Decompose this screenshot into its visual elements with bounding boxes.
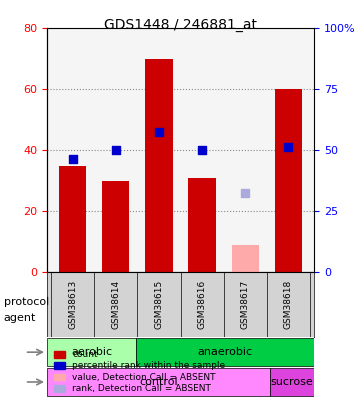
FancyBboxPatch shape bbox=[270, 368, 314, 396]
Text: count: count bbox=[72, 350, 98, 359]
FancyBboxPatch shape bbox=[136, 338, 314, 367]
Text: GSM38615: GSM38615 bbox=[155, 280, 164, 329]
Text: anaerobic: anaerobic bbox=[197, 347, 253, 357]
Text: GSM38617: GSM38617 bbox=[241, 280, 249, 329]
Text: aerobic: aerobic bbox=[71, 347, 112, 357]
Text: control: control bbox=[139, 377, 178, 387]
Text: rank, Detection Call = ABSENT: rank, Detection Call = ABSENT bbox=[72, 384, 211, 393]
Text: agent: agent bbox=[4, 313, 36, 323]
Point bbox=[285, 144, 291, 151]
Text: sucrose: sucrose bbox=[270, 377, 313, 387]
Text: GSM38618: GSM38618 bbox=[284, 280, 293, 329]
Text: GDS1448 / 246881_at: GDS1448 / 246881_at bbox=[104, 18, 257, 32]
Text: value, Detection Call = ABSENT: value, Detection Call = ABSENT bbox=[72, 373, 216, 382]
FancyBboxPatch shape bbox=[47, 338, 136, 367]
Bar bbox=[59, 166, 86, 272]
Bar bbox=[145, 59, 173, 272]
Point bbox=[156, 129, 162, 135]
Point bbox=[242, 190, 248, 196]
Bar bbox=[231, 245, 259, 272]
Bar bbox=[275, 90, 302, 272]
Text: protocol: protocol bbox=[4, 297, 49, 307]
Point bbox=[70, 156, 76, 163]
FancyBboxPatch shape bbox=[47, 368, 270, 396]
Bar bbox=[102, 181, 130, 272]
Point bbox=[113, 147, 119, 153]
Text: GSM38613: GSM38613 bbox=[68, 280, 77, 329]
Point bbox=[199, 147, 205, 153]
Bar bbox=[188, 178, 216, 272]
Text: percentile rank within the sample: percentile rank within the sample bbox=[72, 361, 225, 370]
Text: GSM38614: GSM38614 bbox=[112, 280, 120, 329]
Text: GSM38616: GSM38616 bbox=[197, 280, 206, 329]
